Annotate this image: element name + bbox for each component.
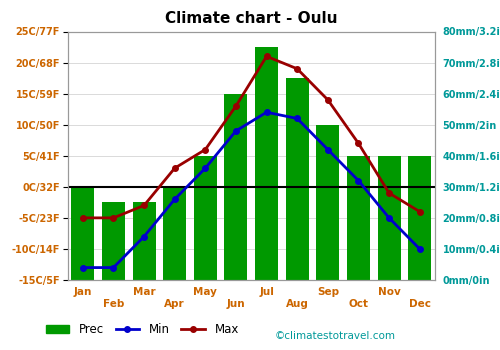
Bar (408, 156, 431, 280)
Bar (194, 156, 217, 280)
Text: Nov: Nov (378, 287, 400, 298)
Bar (255, 47, 278, 280)
Bar (224, 93, 248, 280)
Bar (316, 125, 340, 280)
Text: ©climatestotravel.com: ©climatestotravel.com (275, 331, 396, 341)
Bar (378, 156, 400, 280)
Text: Feb: Feb (103, 299, 124, 309)
Bar (347, 156, 370, 280)
Bar (132, 202, 156, 280)
Text: Oct: Oct (348, 299, 368, 309)
Bar (72, 187, 94, 280)
Text: Mar: Mar (133, 287, 156, 298)
Text: Jul: Jul (259, 287, 274, 298)
Text: Sep: Sep (317, 287, 339, 298)
Text: Apr: Apr (164, 299, 185, 309)
Text: Aug: Aug (286, 299, 308, 309)
Legend: Prec, Min, Max: Prec, Min, Max (41, 318, 243, 341)
Text: Jan: Jan (74, 287, 92, 298)
Bar (102, 202, 125, 280)
Bar (286, 78, 308, 280)
Bar (163, 187, 186, 280)
Title: Climate chart - Oulu: Climate chart - Oulu (165, 11, 338, 26)
Text: Jun: Jun (226, 299, 245, 309)
Text: May: May (194, 287, 217, 298)
Text: Dec: Dec (408, 299, 430, 309)
